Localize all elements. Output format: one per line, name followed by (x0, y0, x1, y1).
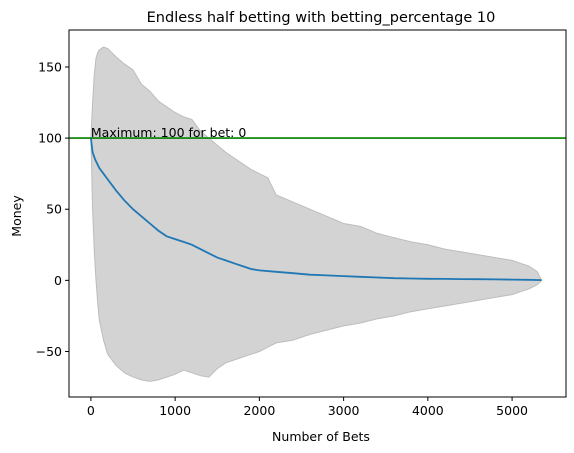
x-tick-label: 4000 (412, 403, 444, 418)
series-line-0 (90, 137, 542, 281)
y-tick-label: 150 (38, 59, 62, 74)
series-layer (90, 137, 542, 281)
range-band (90, 46, 543, 382)
x-tick-label: 1000 (159, 403, 191, 418)
x-tick-label: 5000 (496, 403, 528, 418)
chart-title: Endless half betting with betting_percen… (147, 10, 496, 26)
x-axis: 0 1000 2000 3000 4000 5000 (87, 397, 528, 418)
y-tick-label: 50 (46, 202, 62, 217)
x-axis-label: Number of Bets (272, 429, 370, 444)
maximum-annotation: Maximum: 100 for bet: 0 (91, 125, 246, 140)
y-axis-label: Money (9, 195, 24, 237)
y-tick-label: 100 (38, 131, 62, 146)
x-tick-label: 2000 (243, 403, 275, 418)
y-tick-label: 0 (54, 273, 62, 288)
plot-frame (68, 29, 567, 398)
y-axis: −50 0 50 100 150 (36, 59, 69, 359)
y-tick-label: −50 (36, 344, 62, 359)
x-tick-label: 3000 (328, 403, 360, 418)
x-tick-label: 0 (87, 403, 95, 418)
